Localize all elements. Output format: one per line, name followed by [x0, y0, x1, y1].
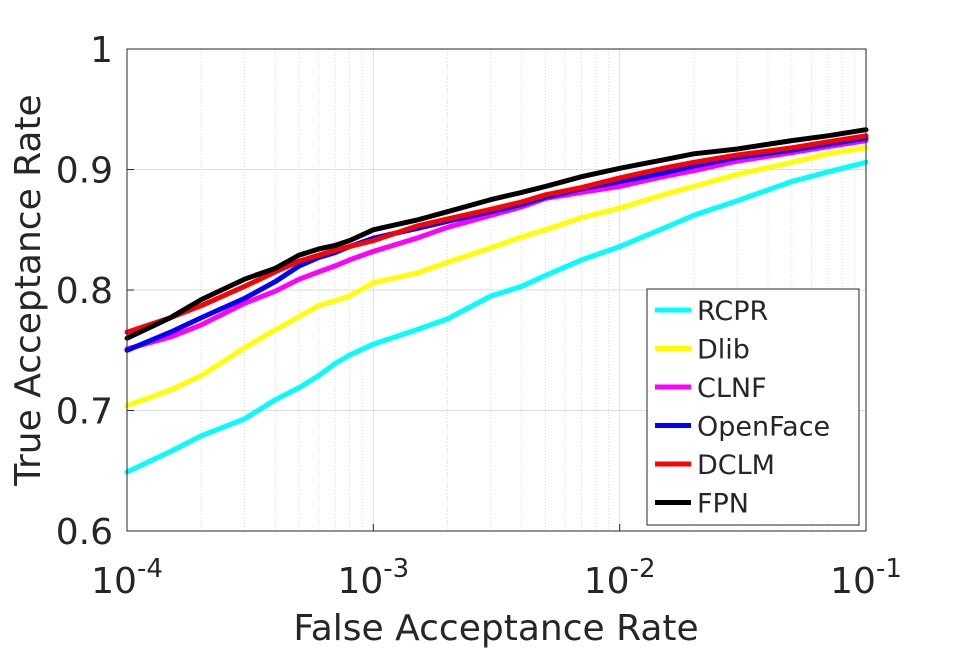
legend-label: Dlib [697, 335, 750, 366]
series-line-fpn [124, 127, 869, 341]
y-axis-label: True Acceptance Rate [8, 94, 49, 486]
x-axis-label: False Acceptance Rate [293, 608, 698, 649]
y-tick-label: 1 [90, 30, 113, 71]
legend-label: CLNF [697, 373, 767, 404]
series-line-dclm [124, 133, 869, 335]
x-tick-label: 10-4 [91, 554, 163, 602]
series-lines [124, 127, 869, 475]
legend: RCPR Dlib CLNF OpenFace DCLM FPN [646, 288, 860, 526]
axes: 0.6 0.7 0.8 0.9 1 10-4 10-3 10-2 10-1 [56, 30, 902, 602]
x-tick-label: 10-1 [830, 554, 902, 602]
legend-label: FPN [697, 489, 749, 520]
x-tick-label: 10-2 [584, 554, 656, 602]
y-tick-label: 0.8 [56, 271, 113, 312]
y-tick-label: 0.9 [56, 151, 113, 192]
legend-label: OpenFace [697, 412, 830, 443]
y-tick-label: 0.6 [56, 512, 113, 553]
series-line-clnf [124, 138, 869, 352]
legend-label: DCLM [697, 450, 775, 481]
legend-box [646, 288, 860, 526]
series-line-rcpr [124, 159, 869, 475]
y-tick-label: 0.7 [56, 392, 113, 433]
legend-label: RCPR [697, 296, 768, 327]
series-line-dlib [124, 145, 869, 409]
x-tick-label: 10-3 [337, 554, 409, 602]
